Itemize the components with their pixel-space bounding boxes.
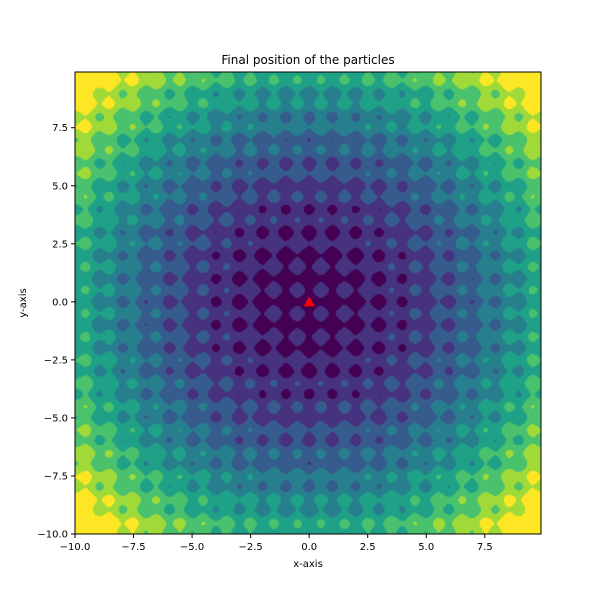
x-tick-label: −5.0: [180, 542, 204, 553]
plot-area: [74, 71, 542, 535]
x-tick-label: 0.0: [301, 542, 317, 553]
y-tick-label: 7.5: [52, 123, 68, 134]
chart-title: Final position of the particles: [221, 53, 394, 67]
x-axis-label: x-axis: [293, 559, 323, 570]
x-tick-label: −7.5: [121, 542, 145, 553]
y-tick-label: −2.5: [44, 355, 68, 366]
y-axis-label: y-axis: [18, 288, 29, 317]
y-tick-label: −10.0: [37, 530, 68, 541]
x-tick-label: 5.0: [418, 542, 434, 553]
x-axis: −10.0 −7.5 −5.0 −2.5 0.0 2.5 5.0 7.5: [60, 534, 493, 553]
x-tick-label: −10.0: [60, 542, 91, 553]
y-tick-label: 2.5: [52, 239, 68, 250]
y-tick-label: 5.0: [52, 181, 68, 192]
x-tick-label: −2.5: [238, 542, 262, 553]
y-tick-label: −5.0: [44, 413, 68, 424]
particles-layer: [303, 296, 315, 307]
particle-marker: [303, 296, 315, 307]
x-tick-label: 7.5: [477, 542, 493, 553]
y-tick-label: −7.5: [44, 471, 68, 482]
plot-frame: [74, 71, 542, 535]
y-tick-label: 0.0: [52, 297, 68, 308]
y-axis: −10.0 −7.5 −5.0 −2.5 0.0 2.5 5.0 7.5: [37, 123, 75, 541]
x-tick-label: 2.5: [360, 542, 376, 553]
